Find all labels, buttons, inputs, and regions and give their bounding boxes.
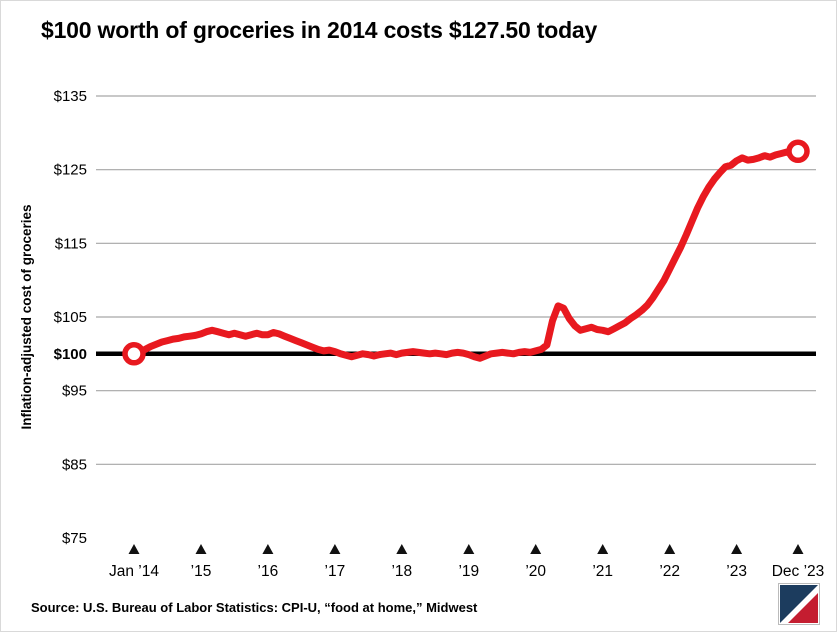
y-tick-label: $105 [54, 309, 87, 326]
x-tick-marker [262, 544, 274, 554]
x-tick-label: ’20 [525, 563, 546, 580]
start-marker [122, 342, 146, 366]
x-tick-marker [664, 544, 676, 554]
x-tick-marker [731, 544, 743, 554]
x-tick-label: ’21 [592, 563, 613, 580]
x-tick-label: ’19 [458, 563, 479, 580]
y-tick-label: $115 [55, 235, 87, 252]
x-tick-label: Dec ’23 [772, 563, 825, 580]
y-tick-label: $75 [62, 530, 87, 547]
x-tick-marker [597, 544, 609, 554]
y-tick-label: $135 [54, 88, 87, 105]
x-tick-label: ’16 [258, 563, 279, 580]
x-tick-marker [530, 544, 542, 554]
chart-title: $100 worth of groceries in 2014 costs $1… [41, 17, 598, 43]
x-tick-marker [329, 544, 341, 554]
x-tick-marker [396, 544, 408, 554]
x-tick-marker [463, 544, 475, 554]
x-tick-label: ’22 [659, 563, 680, 580]
y-tick-label: $95 [62, 383, 87, 400]
x-tick-marker [128, 544, 140, 554]
x-tick-label: Jan ’14 [109, 563, 159, 580]
end-marker [786, 139, 810, 164]
y-axis-title: Inflation-adjusted cost of groceries [19, 204, 34, 429]
x-tick-label: ’17 [325, 563, 346, 580]
y-tick-label: $125 [54, 162, 87, 179]
series-line [130, 147, 802, 362]
y-tick-label: $100 [54, 346, 87, 363]
source-text: Source: U.S. Bureau of Labor Statistics:… [31, 600, 478, 615]
line-chart: $135 $125 $115 $105 $100 $95 $85 $75 Inflation-a… [19, 88, 825, 580]
x-tick-marker [792, 544, 804, 554]
logo-navy-triangle [780, 585, 818, 623]
x-tick-label: ’23 [726, 563, 747, 580]
x-tick-marker [195, 544, 207, 554]
x-tick-label: ’15 [191, 563, 212, 580]
logo-red-arrow [788, 593, 818, 623]
y-tick-label: $85 [62, 456, 87, 473]
x-tick-label: ’18 [391, 563, 412, 580]
source-logo [778, 583, 820, 625]
